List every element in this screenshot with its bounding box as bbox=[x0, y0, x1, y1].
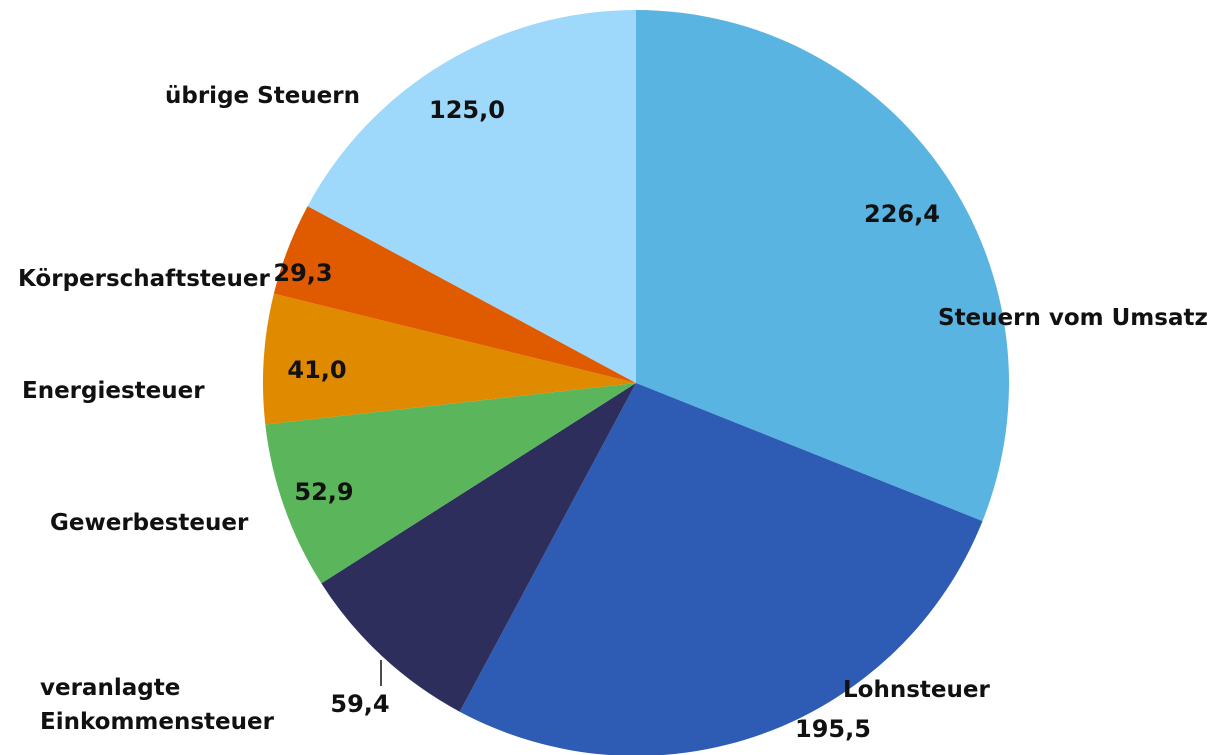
category-label: Lohnsteuer bbox=[843, 677, 990, 703]
category-label: Steuern vom Umsatz bbox=[938, 305, 1208, 331]
value-label: 52,9 bbox=[294, 478, 353, 506]
category-label: Energiesteuer bbox=[22, 378, 205, 404]
category-label: übrige Steuern bbox=[165, 83, 360, 109]
category-label: veranlagte Einkommensteuer bbox=[40, 675, 274, 735]
value-label: 41,0 bbox=[287, 356, 346, 384]
pie-slice bbox=[263, 293, 636, 425]
pie-slice bbox=[459, 383, 983, 755]
value-label: 29,3 bbox=[273, 259, 332, 287]
pie-slice bbox=[321, 383, 636, 712]
value-label: 226,4 bbox=[864, 200, 940, 228]
pie-slice bbox=[265, 383, 636, 584]
pie-slice bbox=[307, 10, 636, 383]
pie-slice bbox=[273, 206, 636, 383]
pie-slice bbox=[636, 10, 1009, 522]
category-label: Gewerbesteuer bbox=[50, 510, 249, 536]
category-label: Körperschaftsteuer bbox=[18, 266, 270, 292]
value-label: 195,5 bbox=[795, 715, 871, 743]
value-label: 125,0 bbox=[429, 96, 505, 124]
value-label: 59,4 bbox=[330, 690, 389, 718]
